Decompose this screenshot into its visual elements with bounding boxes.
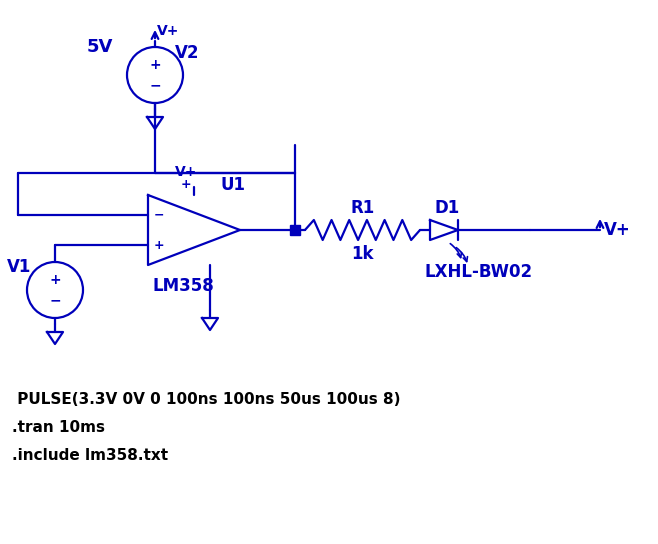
- Text: 1k: 1k: [351, 245, 374, 263]
- Text: V1: V1: [7, 258, 32, 276]
- Text: D1: D1: [434, 199, 459, 217]
- Text: V+: V+: [175, 165, 197, 179]
- Text: PULSE(3.3V 0V 0 100ns 100ns 50us 100us 8): PULSE(3.3V 0V 0 100ns 100ns 50us 100us 8…: [12, 393, 401, 407]
- Text: U1: U1: [220, 176, 245, 194]
- Text: −: −: [154, 208, 164, 221]
- Text: +: +: [181, 178, 191, 191]
- Text: −: −: [49, 294, 61, 308]
- Text: 5V: 5V: [87, 38, 113, 56]
- Text: .tran 10ms: .tran 10ms: [12, 421, 105, 436]
- Text: −: −: [149, 79, 161, 92]
- Text: .include lm358.txt: .include lm358.txt: [12, 448, 168, 463]
- Text: R1: R1: [350, 199, 374, 217]
- Text: +: +: [149, 58, 161, 72]
- Text: LXHL-BW02: LXHL-BW02: [425, 263, 533, 281]
- Text: +: +: [49, 273, 61, 287]
- Text: V2: V2: [175, 44, 199, 62]
- Text: V+: V+: [157, 24, 180, 38]
- Text: LM358: LM358: [152, 277, 214, 295]
- Text: +: +: [154, 239, 164, 252]
- Text: V+: V+: [604, 221, 631, 239]
